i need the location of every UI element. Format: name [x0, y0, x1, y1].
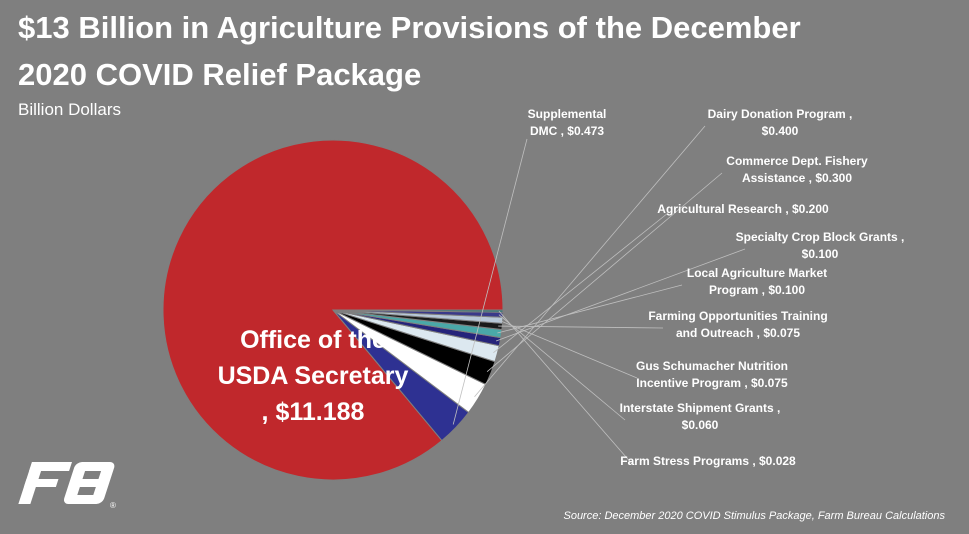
slice-label-0-line-2: , $11.188: [262, 398, 365, 426]
chart-title-line-2: 2020 COVID Relief Package: [18, 57, 422, 92]
leader-line-1: [452, 138, 528, 425]
slice-label-0-line-0: Office of the: [240, 326, 386, 354]
leader-lines: [452, 125, 746, 466]
leader-line-2: [474, 125, 706, 398]
pie-slice-0: [162, 139, 504, 481]
slice-label-7-line-0: Farming Opportunities Training: [648, 309, 827, 323]
slice-label-5-line-1: $0.100: [802, 247, 839, 261]
source-note: Source: December 2020 COVID Stimulus Pac…: [563, 510, 945, 522]
leader-line-10: [498, 310, 634, 466]
chart-subtitle: Billion Dollars: [18, 100, 121, 119]
slice-label-9-line-0: Interstate Shipment Grants ,: [620, 401, 781, 415]
slice-label-2-line-1: $0.400: [762, 124, 799, 138]
pie-slice-10: [332, 309, 504, 313]
leader-line-5: [495, 248, 746, 342]
leader-line-8: [498, 319, 638, 379]
leader-line-3: [486, 172, 723, 373]
slice-label-1-line-0: Supplemental: [528, 107, 607, 121]
slice-label-6-line-1: Program , $0.100: [709, 283, 805, 297]
farm-bureau-logo: ®: [18, 462, 116, 510]
slice-labels: Office of the USDA Secretary , $11.188 Supp…: [218, 107, 905, 468]
slice-label-7-line-1: and Outreach , $0.075: [676, 326, 800, 340]
leader-line-9: [498, 314, 626, 421]
slice-label-3-line-1: Assistance , $0.300: [742, 171, 852, 185]
slice-label-4-line-0: Agricultural Research , $0.200: [657, 202, 829, 216]
slice-label-3-line-0: Commerce Dept. Fishery: [726, 154, 868, 168]
leader-line-7: [498, 325, 664, 329]
slice-label-5-line-0: Specialty Crop Block Grants ,: [736, 230, 905, 244]
chart-title-line-1: $13 Billion in Agriculture Provisions of…: [18, 10, 801, 45]
leader-line-4: [493, 212, 669, 353]
slice-label-8-line-1: Incentive Program , $0.075: [636, 376, 788, 390]
leader-line-6: [497, 284, 683, 334]
slice-label-0-line-1: USDA Secretary: [218, 362, 409, 390]
registered-mark: ®: [110, 501, 116, 510]
pie-slices: [162, 139, 504, 481]
slice-label-6-line-0: Local Agriculture Market: [687, 266, 827, 280]
slice-label-8-line-0: Gus Schumacher Nutrition: [636, 359, 788, 373]
slice-label-9-line-1: $0.060: [682, 418, 719, 432]
slice-label-2-line-0: Dairy Donation Program ,: [708, 107, 853, 121]
slice-label-10-line-0: Farm Stress Programs , $0.028: [620, 454, 796, 468]
slice-label-1-line-1: DMC , $0.473: [530, 124, 604, 138]
